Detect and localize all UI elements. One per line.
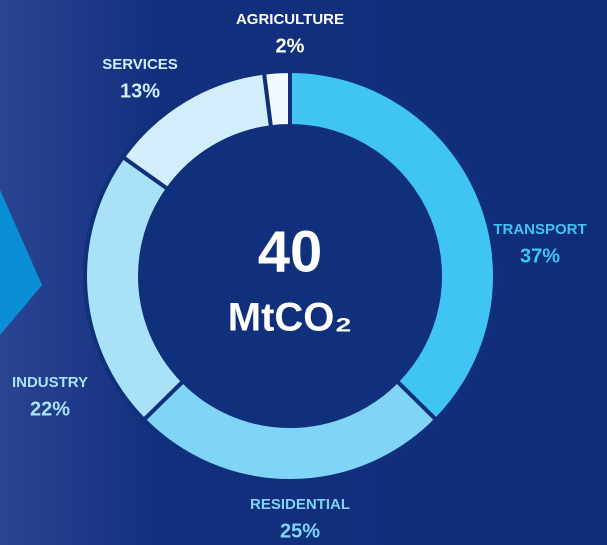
- value-label: 25%: [280, 520, 320, 542]
- category-label: TRANSPORT: [493, 221, 586, 238]
- donut-segment: [288, 68, 497, 423]
- value-label: 13%: [120, 80, 160, 102]
- arrow-shape: [0, 190, 42, 335]
- category-label: SERVICES: [102, 56, 178, 73]
- value-label: 2%: [276, 35, 305, 57]
- value-label: 22%: [30, 398, 70, 420]
- category-label: AGRICULTURE: [236, 11, 344, 28]
- value-label: 37%: [520, 245, 560, 267]
- center-unit: MtCO₂: [228, 296, 352, 340]
- category-label: RESIDENTIAL: [250, 496, 350, 513]
- donut-segment: [261, 68, 292, 130]
- donut-center: [140, 126, 440, 426]
- category-label: INDUSTRY: [12, 374, 88, 391]
- center-value: 40: [258, 219, 323, 284]
